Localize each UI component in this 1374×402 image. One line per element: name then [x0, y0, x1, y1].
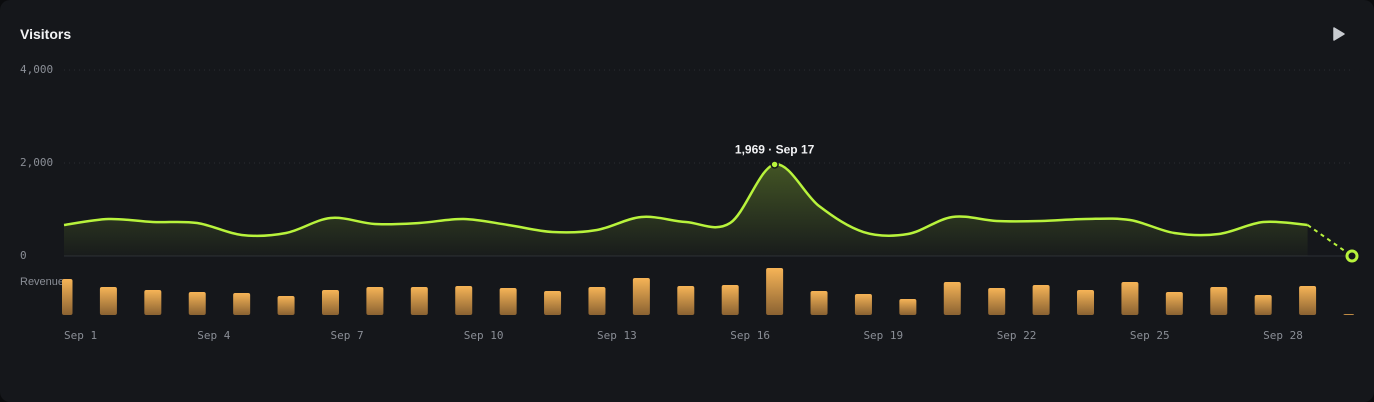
x-tick-label: Sep 10 — [464, 329, 504, 342]
plot: 0 2,000 4,000 Sep 1 Sep 4 Sep 7 Sep 10 Sep 13 Se… — [20, 63, 1359, 342]
revenue-bar — [277, 296, 295, 315]
revenue-bar — [1299, 286, 1317, 315]
revenue-bar — [766, 268, 784, 315]
revenue-bar — [233, 293, 251, 315]
x-tick-label: Sep 28 — [1263, 329, 1303, 342]
revenue-bar — [455, 286, 473, 315]
revenue-bar — [1032, 285, 1050, 315]
revenue-bar — [1343, 314, 1354, 315]
chart-title: Visitors — [20, 26, 71, 42]
revenue-bar — [366, 287, 384, 315]
x-tick-label: Sep 1 — [64, 329, 97, 342]
y-tick-label: 0 — [20, 249, 27, 262]
revenue-bar — [1210, 287, 1228, 315]
revenue-bar — [677, 286, 695, 315]
revenue-bar — [1121, 282, 1139, 315]
peak-point — [770, 160, 779, 169]
x-tick-label: Sep 16 — [730, 329, 770, 342]
x-tick-label: Sep 19 — [863, 329, 903, 342]
x-tick-label: Sep 7 — [330, 329, 363, 342]
visitors-incomplete-line — [1307, 224, 1353, 257]
revenue-bar — [1254, 295, 1272, 315]
play-button[interactable] — [1326, 23, 1350, 45]
revenue-bar — [99, 287, 117, 315]
revenue-bar — [632, 278, 650, 315]
visitors-line — [63, 163, 1308, 238]
x-tick-label: Sep 25 — [1130, 329, 1170, 342]
revenue-bar — [588, 287, 606, 315]
revenue-bar — [499, 288, 517, 315]
revenue-bar — [810, 291, 828, 315]
x-tick-label: Sep 13 — [597, 329, 637, 342]
revenue-bar — [410, 287, 428, 315]
peak-annotation: 1,969 · Sep 17 — [735, 142, 815, 156]
x-tick-label: Sep 22 — [997, 329, 1037, 342]
current-point — [1345, 249, 1359, 263]
revenue-bar — [144, 290, 162, 315]
revenue-bar — [988, 288, 1006, 315]
revenue-bar — [62, 279, 73, 315]
revenue-bar — [854, 294, 872, 315]
revenue-bar — [1077, 290, 1095, 315]
revenue-bar — [899, 299, 917, 315]
revenue-bar — [188, 292, 206, 315]
y-tick-label: 2,000 — [20, 156, 53, 169]
play-icon[interactable] — [1333, 27, 1345, 41]
visitors-area — [64, 164, 1308, 256]
revenue-bar — [544, 291, 562, 315]
x-tick-label: Sep 4 — [197, 329, 230, 342]
y-tick-label: 4,000 — [20, 63, 53, 76]
revenue-bar — [321, 290, 339, 315]
revenue-bar — [943, 282, 961, 315]
revenue-bar — [1165, 292, 1183, 315]
revenue-bar — [721, 285, 739, 315]
series-label: Revenue — [20, 276, 64, 288]
